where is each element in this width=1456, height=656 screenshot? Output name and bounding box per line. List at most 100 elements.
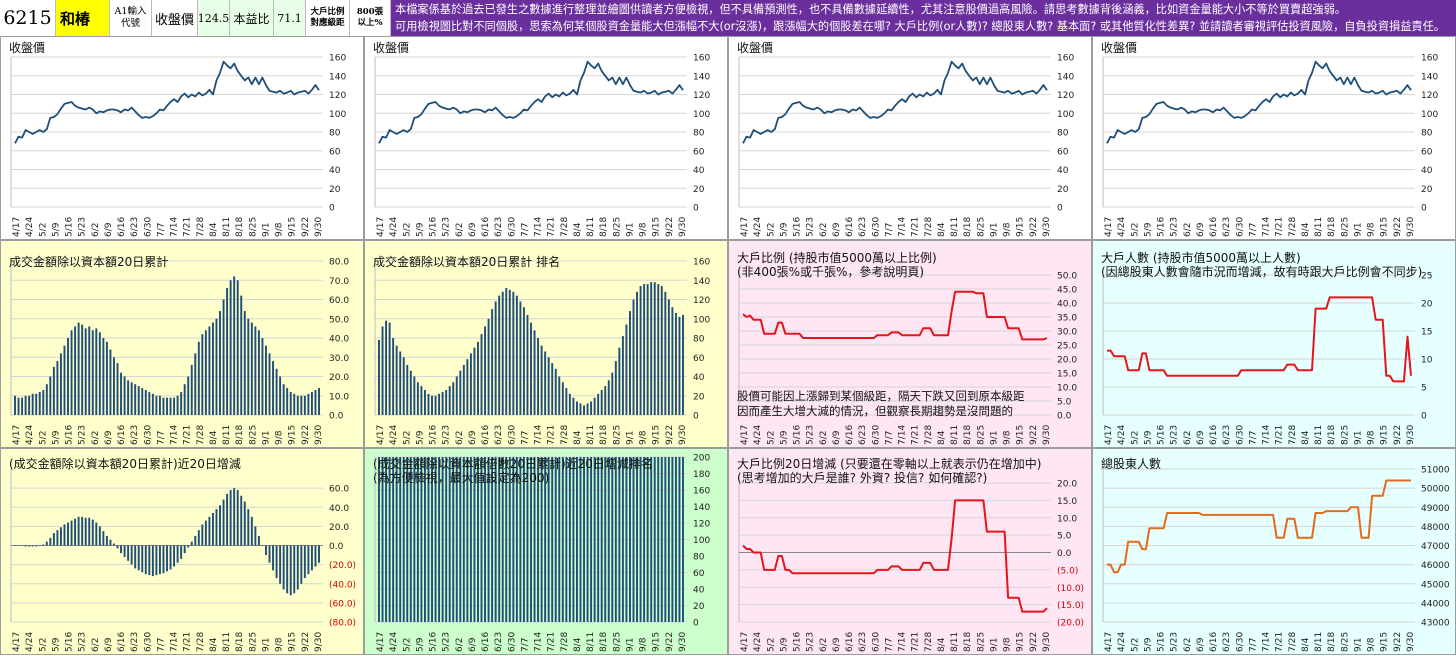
y-tick-label: 10.0: [329, 392, 349, 402]
x-tick-label: 6/30: [143, 217, 153, 237]
x-tick-label: 6/16: [1209, 631, 1219, 651]
bar: [554, 457, 557, 622]
bar: [565, 388, 568, 415]
y-tick-label: 0.0: [329, 412, 344, 422]
bar: [17, 545, 20, 546]
chart-title: (成交金額除以資本額20日累計)近20日增減: [9, 457, 241, 471]
x-tick-label: 5/23: [806, 425, 816, 445]
bar: [399, 457, 402, 622]
bar: [35, 393, 38, 415]
bar: [583, 405, 585, 415]
pe-label-cell: 本益比: [230, 0, 274, 36]
x-tick-label: 4/24: [753, 424, 763, 444]
x-tick-label: 9/1: [1354, 431, 1364, 445]
x-tick-label: 7/28: [1288, 216, 1298, 236]
bar: [568, 457, 571, 622]
bar: [35, 545, 38, 547]
x-tick-label: 7/21: [547, 632, 557, 652]
x-tick-label: 9/8: [639, 222, 649, 237]
x-tick-label: 5/16: [793, 631, 803, 651]
x-tick-label: 7/21: [1275, 632, 1285, 652]
bar: [45, 541, 48, 546]
x-tick-label: 4/17: [1104, 425, 1114, 445]
bar: [289, 391, 292, 415]
bar: [445, 389, 448, 415]
bar: [166, 545, 168, 572]
x-tick-label: 8/4: [573, 222, 583, 237]
chart-note: 因而產生大增大減的情況，但觀察長期趨勢是沒問題的: [737, 404, 1013, 418]
bar: [296, 395, 299, 415]
y-tick-label: (15.0): [1057, 601, 1084, 611]
x-tick-label: 9/1: [262, 223, 272, 237]
y-tick-label: 40: [693, 586, 705, 596]
bar: [678, 316, 681, 415]
x-tick-label: 8/4: [937, 222, 947, 237]
x-tick-label: 9/15: [1016, 217, 1026, 237]
x-tick-label: 9/8: [275, 222, 285, 237]
bar: [413, 457, 416, 622]
y-tick-label: 140: [693, 277, 710, 287]
x-tick-label: 7/7: [520, 222, 530, 236]
bar: [187, 376, 190, 415]
y-tick-label: 10: [1421, 356, 1433, 366]
x-tick-label: 9/8: [1003, 637, 1013, 652]
bar: [158, 395, 161, 415]
chart-svg-turnover-change: (80.0) (60.0) (40.0) (20.0) 0.0 20.0 40.0 60.0 4…: [10, 469, 356, 652]
bar: [211, 322, 214, 415]
y-tick-label: 20: [1057, 185, 1069, 195]
stock-name-cell: 和椿: [56, 0, 110, 36]
bar: [282, 545, 285, 590]
bar: [625, 457, 628, 622]
x-tick-label: 6/9: [104, 222, 114, 237]
bar: [236, 280, 239, 415]
bar: [487, 457, 490, 622]
x-tick-label: 5/9: [51, 222, 61, 237]
x-tick-label: 9/30: [1406, 632, 1416, 652]
bar: [151, 393, 154, 415]
x-tick-label: 6/23: [494, 632, 504, 652]
y-tick-label: 80: [1057, 129, 1069, 139]
bar: [81, 324, 84, 415]
x-tick-label: 6/30: [871, 425, 881, 445]
bar: [600, 457, 603, 622]
bar: [169, 545, 172, 570]
bar: [491, 309, 494, 415]
bar: [81, 516, 84, 546]
x-tick-label: 5/2: [1130, 638, 1140, 652]
x-tick-label: 4/17: [376, 632, 386, 652]
y-tick-label: 80: [693, 553, 705, 563]
stock-code-cell[interactable]: 6215: [0, 0, 56, 36]
bar: [459, 370, 462, 415]
y-tick-label: 100: [329, 110, 346, 120]
bar: [487, 318, 490, 415]
chart-svg-turnover-rank: 0 20 40 60 80 100 120 140 160 4/17 4/24 5/2 5/9 5/16 5…: [374, 258, 710, 445]
bar: [646, 284, 649, 415]
x-tick-label: 6/30: [1235, 217, 1245, 237]
x-tick-label: 6/2: [91, 638, 101, 652]
bar: [579, 457, 582, 622]
bar: [134, 384, 137, 415]
y-tick-label: 0.0: [1057, 412, 1072, 422]
bar: [540, 457, 543, 622]
bar: [537, 457, 540, 622]
risk-notice-line1: 本檔案係基於過去已發生之數據進行整理並繪圖供讀者方便檢視，但不具備預測性，也不具…: [395, 3, 1346, 16]
bar: [498, 295, 501, 415]
lot-label: 800張以上%: [356, 7, 384, 28]
x-tick-label: 5/23: [442, 632, 452, 652]
close-value: 124.5: [197, 11, 230, 25]
x-tick-label: 6/2: [91, 431, 101, 445]
bar: [614, 457, 617, 622]
bar: [219, 505, 221, 546]
bar: [95, 522, 98, 546]
bar: [378, 339, 380, 415]
bar: [194, 535, 197, 546]
bar: [381, 457, 384, 622]
y-tick-label: 60: [693, 147, 705, 157]
x-tick-label: 7/14: [170, 217, 180, 237]
bar: [660, 286, 663, 415]
x-tick-label: 9/30: [1406, 217, 1416, 237]
x-tick-label: 7/28: [924, 216, 934, 236]
x-tick-label: 4/24: [753, 216, 763, 236]
x-tick-label: 9/15: [652, 425, 662, 445]
x-tick-label: 5/23: [806, 632, 816, 652]
